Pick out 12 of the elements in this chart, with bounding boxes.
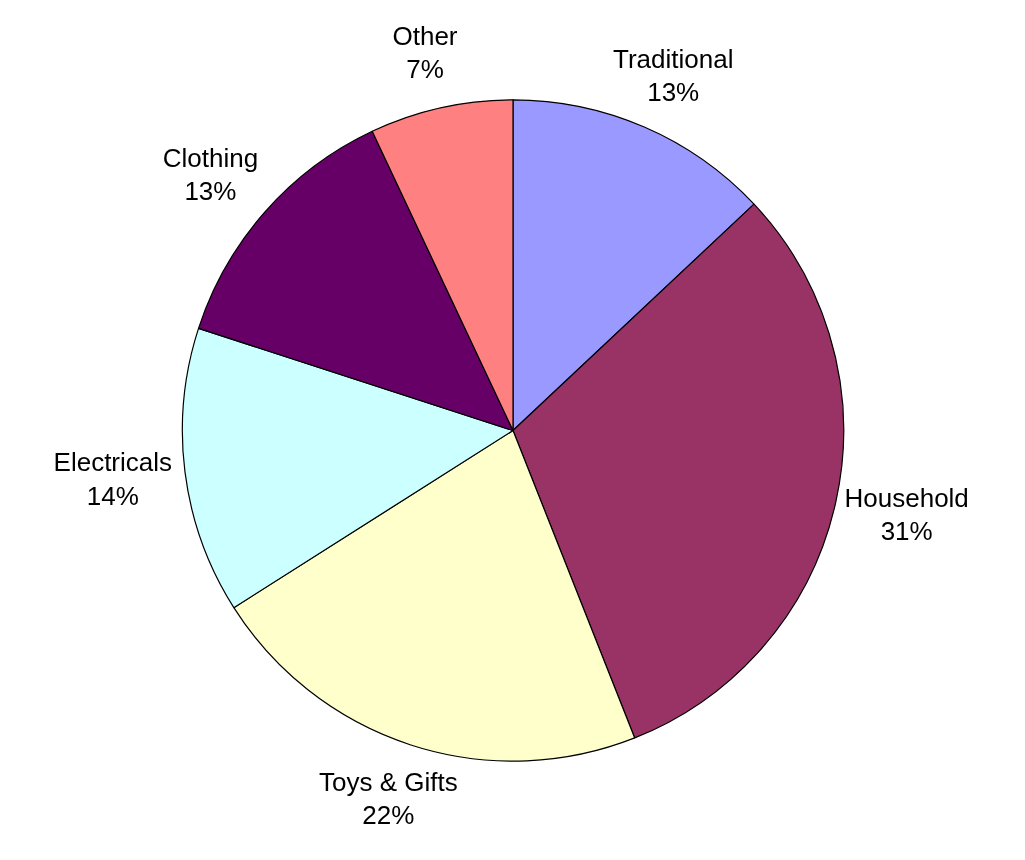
slice-label: Traditional [612, 43, 734, 74]
data-label: 7% [406, 54, 444, 85]
slice-label: Clothing [162, 143, 259, 174]
data-label: 22% [362, 800, 415, 831]
data-label: 13% [184, 176, 237, 207]
slice-label: Other [392, 21, 458, 52]
slice-label: Toys & Gifts [319, 767, 458, 798]
slice-label: Household [844, 483, 969, 514]
data-label: 13% [647, 76, 700, 107]
data-label: 14% [86, 480, 139, 511]
data-label: 31% [880, 516, 933, 547]
slice-label: Electricals [53, 447, 173, 478]
